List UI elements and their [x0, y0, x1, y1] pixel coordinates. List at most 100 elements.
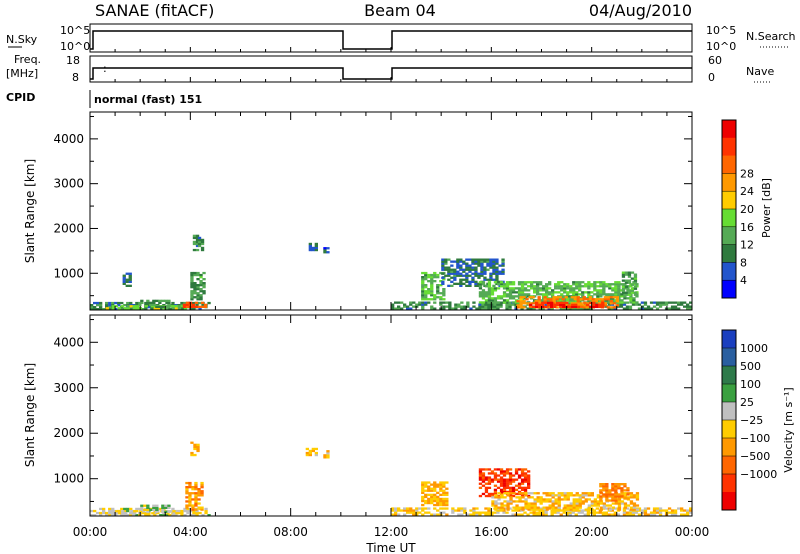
- velocity-cell-4: [196, 449, 200, 453]
- velocity-cell-9: [430, 495, 434, 499]
- velocity-cell-8: [655, 507, 660, 510]
- power-cell-14: [487, 297, 492, 300]
- power-cell-13: [444, 258, 448, 261]
- power-cell-13: [462, 262, 466, 265]
- velocity-cell-11: [563, 492, 567, 495]
- velocity-cell-9: [424, 483, 428, 486]
- power-cell-15: [576, 304, 580, 307]
- power-cell-4: [190, 271, 194, 275]
- power-cell-14: [602, 289, 606, 292]
- power-cell-13: [465, 278, 469, 281]
- velocity-cell-9: [433, 497, 437, 501]
- power-cell-11: [397, 301, 401, 304]
- power-cell-2: [155, 305, 159, 308]
- power-cell-1: [183, 307, 188, 310]
- velocity-cell-11: [554, 494, 558, 497]
- velocity-cell-11: [506, 502, 510, 505]
- power-cell-15: [609, 300, 613, 303]
- velocity-cell-9: [442, 481, 446, 484]
- power-cell-4: [193, 271, 197, 275]
- power-cell-14: [508, 295, 513, 298]
- velocity-cell-0: [111, 507, 115, 511]
- power-cell-14: [490, 301, 495, 304]
- power-cell-14: [481, 289, 486, 292]
- velocity-cell-10: [508, 486, 513, 489]
- velocity-cell-12: [605, 499, 609, 502]
- power-cell-14: [551, 291, 555, 294]
- velocity-cell-10: [496, 468, 501, 471]
- power-cell-17: [630, 283, 635, 286]
- velocity-cell-8: [616, 513, 621, 516]
- velocity-cell-11: [494, 500, 498, 503]
- power-cell-14: [481, 281, 486, 284]
- power-cell-13: [447, 274, 451, 277]
- velocity-cell-3: [197, 490, 201, 493]
- power-cell-13: [471, 260, 475, 263]
- velocity-cell-9: [424, 485, 428, 488]
- power-cell-0: [99, 304, 103, 307]
- power-cell-11: [451, 307, 455, 310]
- power-cell-13: [489, 272, 493, 275]
- power-cell-4: [196, 292, 200, 295]
- power-cell-12: [436, 296, 440, 299]
- power-cell-13: [462, 278, 466, 281]
- velocity-cell-0: [198, 507, 202, 511]
- power-cell-0: [147, 304, 151, 307]
- velocity-cell-3: [188, 494, 192, 497]
- velocity-cell-11: [590, 500, 594, 503]
- velocity-cell-8: [652, 509, 657, 512]
- power-cell-14: [536, 289, 540, 292]
- velocity-cell-11: [497, 506, 501, 509]
- power-colorbar-swatch-6: [722, 226, 736, 245]
- velocity-cell-0: [183, 507, 187, 511]
- velocity-cell-8: [403, 507, 407, 510]
- power-cell-11: [680, 303, 684, 306]
- power-cell-11: [619, 303, 624, 306]
- power-cell-11: [680, 301, 684, 304]
- velocity-cell-8: [391, 513, 395, 516]
- velocity-cell-9: [442, 493, 446, 496]
- power-cell-12: [421, 284, 425, 287]
- velocity-cell-10: [517, 484, 522, 487]
- power-colorbar-swatch-5: [722, 209, 736, 228]
- velocity-cell-8: [622, 513, 627, 516]
- nsky-panel: N.Sky 10^5 10^0 10^5 10^0 N.Search: [6, 23, 796, 53]
- velocity-cell-11: [635, 494, 640, 497]
- power-cell-0: [99, 308, 103, 311]
- velocity-cell-10: [520, 482, 525, 485]
- velocity-cell-8: [646, 507, 651, 510]
- power-cell-11: [643, 303, 648, 306]
- velocity-cell-0: [192, 511, 196, 515]
- velocity-cell-2: [155, 510, 159, 514]
- power-cell-14: [478, 281, 483, 284]
- velocity-cell-10: [517, 468, 522, 471]
- velocity-cell-11: [572, 500, 576, 503]
- velocity-cell-9: [427, 489, 431, 492]
- velocity-cell-11: [506, 494, 510, 497]
- power-cell-12: [424, 278, 428, 281]
- power-cell-6: [197, 238, 202, 242]
- velocity-cell-3: [194, 508, 198, 511]
- power-cell-11: [607, 303, 611, 306]
- power-cell-14: [572, 287, 576, 290]
- power-cell-17: [633, 279, 638, 282]
- power-cell-0: [117, 301, 121, 305]
- velocity-cell-8: [667, 507, 672, 510]
- velocity-cell-8: [526, 513, 530, 516]
- velocity-cell-8: [415, 507, 419, 510]
- velocity-cell-0: [129, 507, 133, 511]
- power-cell-11: [562, 307, 566, 310]
- power-cell-11: [409, 307, 413, 310]
- power-cell-15: [531, 302, 535, 305]
- velocity-colorbar-swatch-6: [722, 438, 736, 457]
- power-cell-13: [477, 276, 481, 279]
- power-cell-12: [430, 286, 434, 289]
- velocity-cell-11: [551, 506, 555, 509]
- velocity-cell-8: [433, 513, 437, 516]
- velocity-cell-11: [563, 508, 567, 511]
- velocity-cell-0: [126, 507, 130, 511]
- velocity-cell-10: [511, 480, 516, 483]
- velocity-cell-11: [605, 504, 609, 507]
- velocity-cell-10: [505, 478, 510, 481]
- velocity-cell-10: [520, 494, 525, 498]
